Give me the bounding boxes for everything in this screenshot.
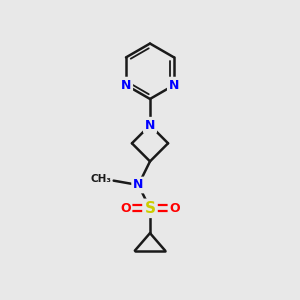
Text: N: N: [145, 119, 155, 132]
Text: S: S: [145, 201, 155, 216]
Text: O: O: [169, 202, 180, 215]
Text: N: N: [133, 178, 143, 191]
Text: O: O: [120, 202, 130, 215]
Text: N: N: [169, 79, 179, 92]
Text: CH₃: CH₃: [90, 174, 111, 184]
Text: N: N: [121, 79, 131, 92]
